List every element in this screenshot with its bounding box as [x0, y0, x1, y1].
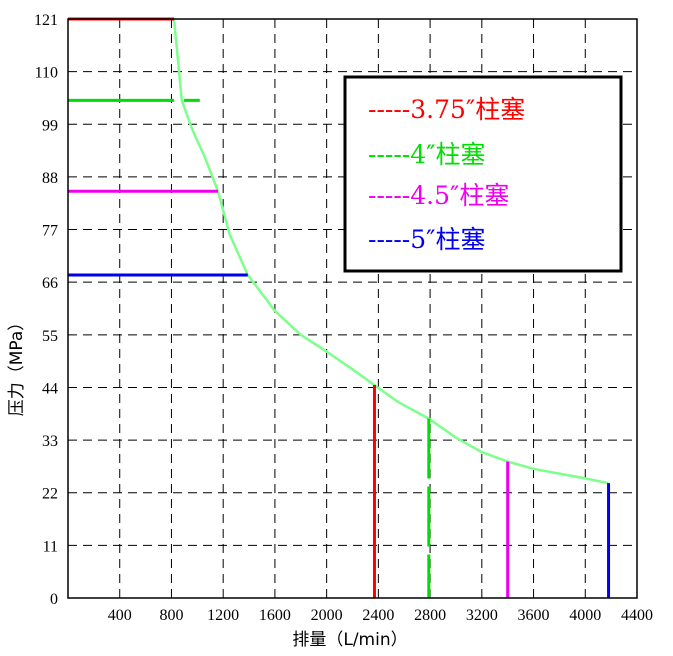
legend-item-4: -----4″柱塞	[368, 140, 485, 169]
y-tick-label: 33	[42, 433, 58, 450]
legend-box	[343, 75, 623, 273]
y-tick-label: 121	[34, 12, 58, 29]
legend: -----3.75″柱塞 -----4″柱塞 -----4.5″柱塞 -----…	[343, 75, 623, 273]
plot-frame	[67, 18, 638, 599]
y-tick-label: 110	[35, 65, 58, 82]
y-tick-label: 44	[42, 380, 58, 397]
x-tick-label: 2800	[414, 607, 446, 624]
pressure-flow-envelope	[172, 18, 609, 485]
x-tick-label: 3600	[518, 607, 550, 624]
y-tick-label: 22	[42, 486, 58, 503]
x-tick-label: 2000	[311, 607, 343, 624]
y-axis-title: 压力（MPa）	[7, 314, 27, 417]
legend-item-45: -----4.5″柱塞	[368, 181, 509, 210]
y-tick-label: 11	[43, 538, 58, 555]
y-tick-label: 77	[42, 223, 58, 240]
x-tick-label: 400	[108, 607, 132, 624]
y-tick-label: 66	[42, 275, 58, 292]
y-tick-label: 99	[42, 117, 58, 134]
x-tick-label: 1200	[207, 607, 239, 624]
x-tick-label: 4000	[569, 607, 601, 624]
x-tick-label: 1600	[259, 607, 291, 624]
x-tick-label: 800	[159, 607, 183, 624]
y-tick-label: 0	[50, 591, 58, 608]
x-tick-label: 3200	[466, 607, 498, 624]
y-tick-labels: 0 11 22 33 44 55 66 77 88 99 110 121	[34, 12, 58, 608]
x-tick-label: 2400	[362, 607, 394, 624]
x-tick-label: 4400	[621, 607, 653, 624]
legend-item-5: -----5″柱塞	[368, 225, 485, 254]
legend-item-375: -----3.75″柱塞	[368, 95, 525, 124]
y-tick-label: 55	[42, 328, 58, 345]
x-axis-title: 排量（L/min）	[292, 630, 407, 650]
x-tick-labels: 400 800 1200 1600 2000 2400 2800 3200 3600 4000 44…	[108, 607, 653, 624]
plunger-series	[68, 17, 611, 598]
y-tick-label: 88	[42, 170, 58, 187]
envelope-line	[172, 18, 609, 485]
